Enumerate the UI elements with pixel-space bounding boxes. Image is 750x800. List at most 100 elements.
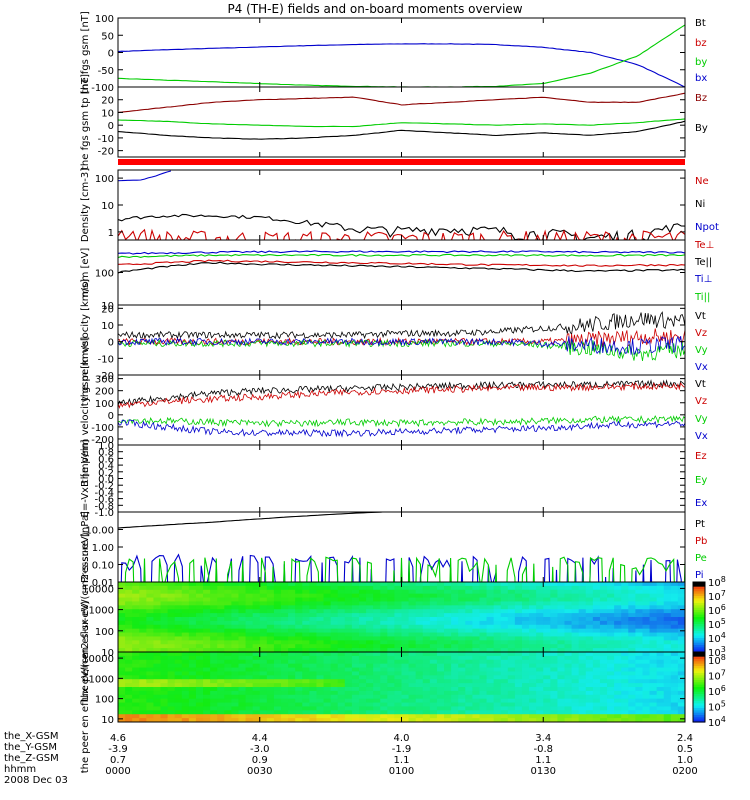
- heatmap-cell: [536, 597, 544, 603]
- heatmap-cell: [479, 687, 488, 692]
- heatmap-cell: [493, 628, 502, 634]
- heatmap-cell: [387, 687, 396, 692]
- heatmap-cell: [656, 582, 665, 587]
- heatmap-cell: [550, 683, 559, 688]
- heatmap-cell: [132, 605, 140, 610]
- heatmap-cell: [181, 585, 190, 591]
- heatmap-cell: [599, 702, 608, 708]
- heatmap-cell: [132, 652, 140, 657]
- heatmap-cell: [500, 667, 509, 673]
- heatmap-cell: [323, 613, 332, 618]
- heatmap-cell: [465, 667, 473, 673]
- heatmap-cell: [245, 694, 254, 700]
- heatmap-cell: [458, 718, 466, 722]
- heatmap-cell: [536, 659, 544, 665]
- heatmap-cell: [195, 659, 204, 665]
- heatmap-cell: [543, 628, 551, 634]
- heatmap-cell: [472, 632, 481, 638]
- heatmap-cell: [649, 628, 658, 634]
- heatmap-cell: [295, 593, 303, 599]
- heatmap-cell: [408, 620, 417, 626]
- heatmap-cell: [599, 582, 608, 587]
- heatmap-cell: [337, 613, 346, 618]
- heatmap-cell: [302, 683, 310, 688]
- heatmap-cell: [273, 582, 282, 587]
- colorbar-tick-label: 104: [708, 715, 726, 729]
- heatmap-cell: [514, 663, 523, 669]
- heatmap-cell: [465, 585, 473, 591]
- heatmap-cell: [543, 644, 551, 649]
- heatmap-cell: [160, 620, 169, 626]
- heatmap-cell: [217, 609, 225, 614]
- heatmap-cell: [571, 632, 580, 638]
- heatmap-cell: [316, 714, 325, 719]
- heatmap-cell: [486, 636, 495, 641]
- heatmap-cell: [422, 663, 431, 669]
- heatmap-cell: [578, 702, 587, 708]
- heatmap-cell: [521, 644, 530, 649]
- heatmap-cell: [302, 648, 310, 652]
- heatmap-cell: [543, 636, 551, 641]
- heatmap-cell: [174, 624, 183, 630]
- heatmap-cell: [281, 652, 289, 657]
- heatmap-cell: [217, 613, 225, 618]
- heatmap-cell: [203, 683, 211, 688]
- heatmap-cell: [125, 694, 133, 700]
- heatmap-cell: [132, 714, 140, 719]
- heatmap-cell: [302, 702, 310, 708]
- heatmap-cell: [344, 609, 353, 614]
- heatmap-cell: [472, 667, 481, 673]
- heatmap-cell: [564, 710, 573, 715]
- heatmap-cell: [309, 694, 318, 700]
- heatmap-cell: [344, 675, 353, 680]
- heatmap-cell: [125, 593, 133, 599]
- heatmap-cell: [224, 659, 232, 665]
- heatmap-cell: [585, 714, 594, 719]
- heatmap-cell: [451, 671, 459, 676]
- heatmap-cell: [295, 675, 303, 680]
- heatmap-cell: [337, 624, 346, 630]
- heatmap-cell: [536, 683, 544, 688]
- heatmap-cell: [557, 702, 566, 708]
- heatmap-cell: [635, 706, 644, 711]
- heatmap-cell: [217, 628, 225, 634]
- heatmap-cell: [245, 710, 254, 715]
- heatmap-cell: [337, 683, 346, 688]
- heatmap-cell: [351, 679, 360, 684]
- heatmap-cell: [564, 609, 573, 614]
- heatmap-cell: [543, 675, 551, 680]
- heatmap-cell: [295, 617, 303, 622]
- heatmap-cell: [663, 640, 672, 645]
- heatmap-cell: [472, 640, 481, 645]
- heatmap-cell: [592, 644, 601, 649]
- heatmap-cell: [330, 617, 339, 622]
- heatmap-cell: [139, 675, 147, 680]
- heatmap-cell: [139, 636, 147, 641]
- heatmap-cell: [599, 585, 608, 591]
- heatmap-cell: [550, 601, 559, 606]
- heatmap-cell: [571, 585, 580, 591]
- heatmap-cell: [507, 582, 516, 587]
- heatmap-cell: [358, 667, 367, 673]
- heatmap-cell: [174, 636, 183, 641]
- heatmap-cell: [309, 690, 318, 696]
- heatmap-cell: [238, 687, 247, 692]
- heatmap-cell: [642, 702, 651, 708]
- heatmap-cell: [465, 582, 473, 587]
- heatmap-cell: [132, 718, 140, 722]
- heatmap-cell: [614, 609, 622, 614]
- heatmap-cell: [181, 694, 190, 700]
- heatmap-cell: [401, 679, 410, 684]
- heatmap-cell: [139, 663, 147, 669]
- heatmap-cell: [557, 718, 566, 722]
- heatmap-cell: [663, 609, 672, 614]
- heatmap-cell: [677, 648, 685, 652]
- heatmap-cell: [614, 597, 622, 603]
- heatmap-cell: [408, 718, 417, 722]
- heatmap-cell: [621, 632, 629, 638]
- heatmap-cell: [436, 687, 445, 692]
- heatmap-cell: [273, 683, 282, 688]
- heatmap-cell: [585, 597, 594, 603]
- heatmap-cell: [486, 710, 495, 715]
- heatmap-cell: [557, 620, 566, 626]
